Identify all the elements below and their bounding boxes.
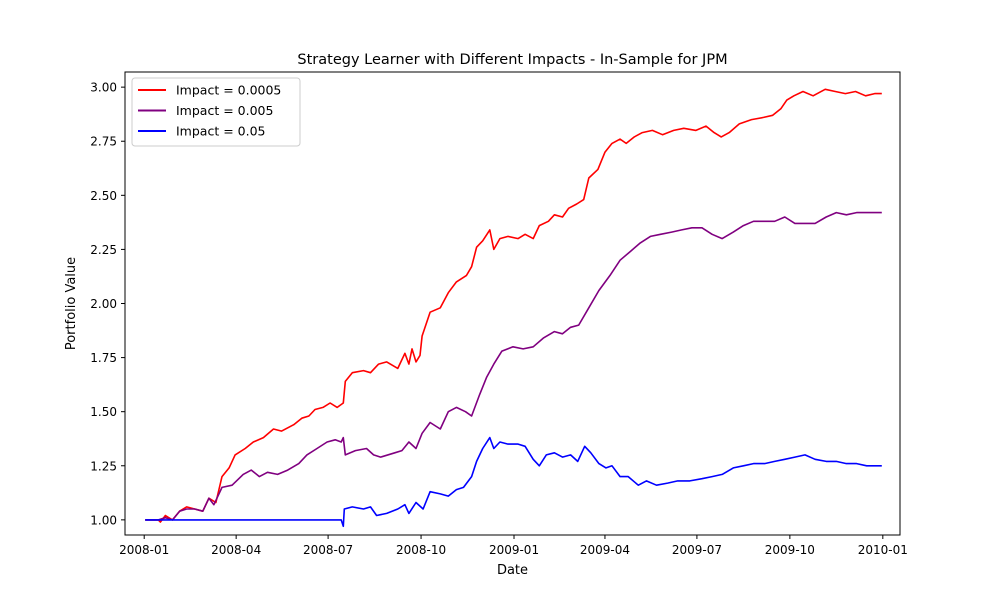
plot-series bbox=[145, 88, 882, 528]
x-axis: 2008-01 2008-04 2008-07 2008-10 2009-01 2009-… bbox=[119, 535, 908, 557]
x-tick-label: 2010-01 bbox=[858, 543, 908, 557]
y-tick-label: 3.00 bbox=[90, 81, 117, 95]
x-tick-label: 2008-01 bbox=[119, 543, 169, 557]
y-tick-label: 2.25 bbox=[90, 243, 117, 257]
y-tick-label: 1.50 bbox=[90, 405, 117, 419]
x-tick-label: 2009-04 bbox=[580, 543, 630, 557]
series-line-0 bbox=[145, 88, 882, 523]
y-tick-label: 2.00 bbox=[90, 297, 117, 311]
y-axis: 1.00 1.25 1.50 1.75 2.00 2.25 2.50 2.75 3.00 bbox=[90, 81, 125, 527]
y-tick-label: 1.75 bbox=[90, 351, 117, 365]
x-tick-label: 2009-01 bbox=[489, 543, 539, 557]
x-axis-label: Date bbox=[497, 563, 528, 578]
x-tick-label: 2009-10 bbox=[765, 543, 815, 557]
legend: Impact = 0.0005 Impact = 0.005 Impact = 0.… bbox=[131, 77, 301, 147]
x-tick-label: 2008-07 bbox=[303, 543, 353, 557]
chart-title: Strategy Learner with Different Impacts … bbox=[297, 52, 727, 68]
x-tick-label: 2008-10 bbox=[396, 543, 446, 557]
y-axis-label: Portfolio Value bbox=[64, 257, 79, 350]
legend-box bbox=[131, 77, 301, 147]
y-tick-label: 1.25 bbox=[90, 459, 117, 473]
y-tick-label: 1.00 bbox=[90, 513, 117, 527]
legend-label: Impact = 0.0005 bbox=[176, 83, 281, 98]
legend-label: Impact = 0.05 bbox=[176, 124, 265, 139]
series-line-2 bbox=[145, 436, 882, 528]
y-tick-label: 2.75 bbox=[90, 135, 117, 149]
series-line-1 bbox=[145, 211, 882, 521]
legend-label: Impact = 0.005 bbox=[176, 103, 273, 118]
x-tick-label: 2009-07 bbox=[672, 543, 722, 557]
x-tick-label: 2008-04 bbox=[211, 543, 261, 557]
y-tick-label: 2.50 bbox=[90, 189, 117, 203]
